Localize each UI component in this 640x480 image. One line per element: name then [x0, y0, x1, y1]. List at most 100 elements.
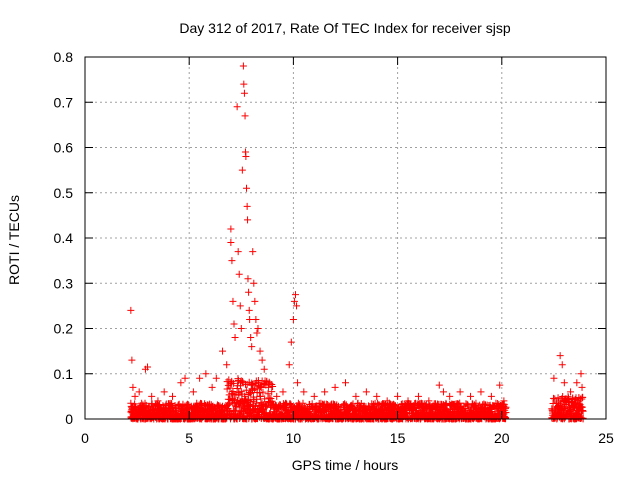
data-point-dense — [464, 401, 472, 409]
data-point — [293, 302, 301, 310]
data-point-dense — [554, 394, 562, 402]
y-tick-label: 0.5 — [54, 185, 74, 201]
data-point-dense — [261, 395, 269, 403]
data-point-dense — [579, 393, 587, 401]
x-tick-label: 5 — [185, 430, 193, 446]
data-point — [177, 379, 185, 387]
data-point — [240, 80, 248, 88]
data-point-dense — [237, 377, 245, 385]
x-axis-ticks: 0 5 10 15 20 25 — [81, 57, 614, 446]
y-tick-label: 0 — [65, 411, 73, 427]
x-tick-label: 20 — [494, 430, 510, 446]
data-point — [321, 388, 329, 396]
data-point — [229, 297, 237, 305]
data-point — [310, 392, 318, 400]
data-point — [251, 297, 259, 305]
data-point — [446, 392, 454, 400]
data-point — [144, 363, 152, 371]
data-point — [362, 388, 370, 396]
y-tick-label: 0.4 — [54, 230, 74, 246]
data-point — [414, 392, 422, 400]
data-point — [169, 392, 177, 400]
data-point — [244, 275, 252, 283]
data-point — [456, 388, 464, 396]
data-point-dense — [229, 379, 237, 387]
data-point — [127, 306, 135, 314]
data-point — [148, 392, 156, 400]
data-point — [227, 239, 235, 247]
data-point — [246, 315, 254, 323]
data-point — [256, 347, 264, 355]
x-tick-label: 15 — [390, 430, 406, 446]
data-point-dense — [224, 405, 232, 413]
data-point — [245, 306, 253, 314]
data-point — [236, 302, 244, 310]
data-point — [291, 291, 299, 299]
data-point-dense — [268, 388, 276, 396]
data-point-dense — [256, 392, 264, 400]
data-point — [567, 388, 575, 396]
data-point — [373, 392, 381, 400]
data-point — [238, 166, 246, 174]
data-point-dense — [256, 383, 264, 391]
data-point — [550, 374, 558, 382]
data-point — [227, 225, 235, 233]
data-point — [279, 388, 287, 396]
data-point — [467, 392, 475, 400]
data-point — [131, 392, 139, 400]
data-point — [260, 365, 268, 373]
data-point — [160, 388, 168, 396]
data-point — [496, 381, 504, 389]
data-point-dense — [502, 403, 510, 411]
data-point — [294, 379, 302, 387]
data-point — [342, 379, 349, 387]
data-point — [242, 153, 250, 161]
data-point-dense — [472, 399, 480, 407]
data-point — [252, 315, 260, 323]
data-point — [239, 62, 247, 70]
data-point-dense — [579, 414, 587, 422]
data-point — [223, 361, 231, 369]
grid-lines — [85, 57, 606, 419]
data-point — [189, 388, 197, 396]
data-point — [254, 325, 262, 332]
data-points — [127, 62, 587, 423]
data-point — [202, 370, 210, 378]
data-point — [240, 89, 248, 97]
x-tick-label: 25 — [598, 430, 614, 446]
data-point-dense — [141, 403, 149, 411]
data-point — [129, 383, 137, 391]
data-point-dense — [265, 394, 273, 402]
data-point — [248, 343, 256, 351]
data-point — [487, 392, 495, 400]
data-point — [235, 270, 243, 278]
data-point — [135, 388, 143, 396]
data-point — [245, 288, 253, 296]
data-point — [558, 361, 566, 369]
y-tick-label: 0.8 — [54, 49, 74, 65]
y-axis-ticks: 0 0.1 0.2 0.3 0.4 0.5 0.6 0.7 0.8 — [54, 49, 606, 427]
data-point-dense — [500, 400, 508, 408]
data-point-dense — [225, 401, 233, 409]
data-point — [273, 392, 281, 400]
data-point — [212, 374, 220, 382]
data-point — [241, 112, 249, 120]
data-point-dense — [226, 384, 234, 392]
data-point — [300, 388, 308, 396]
data-point — [578, 383, 586, 391]
data-point — [196, 374, 204, 382]
data-point-dense — [223, 385, 231, 393]
data-point — [477, 388, 485, 396]
data-point — [233, 103, 241, 111]
data-point — [243, 184, 251, 192]
data-point — [181, 374, 189, 382]
data-point-dense — [269, 382, 277, 390]
data-point — [128, 356, 136, 364]
data-point — [237, 325, 245, 332]
y-tick-label: 0.7 — [54, 94, 74, 110]
x-tick-label: 0 — [81, 430, 89, 446]
data-point-dense — [259, 388, 267, 396]
y-tick-label: 0.3 — [54, 275, 74, 291]
x-axis-label: GPS time / hours — [292, 457, 399, 473]
data-point-dense — [579, 407, 587, 415]
